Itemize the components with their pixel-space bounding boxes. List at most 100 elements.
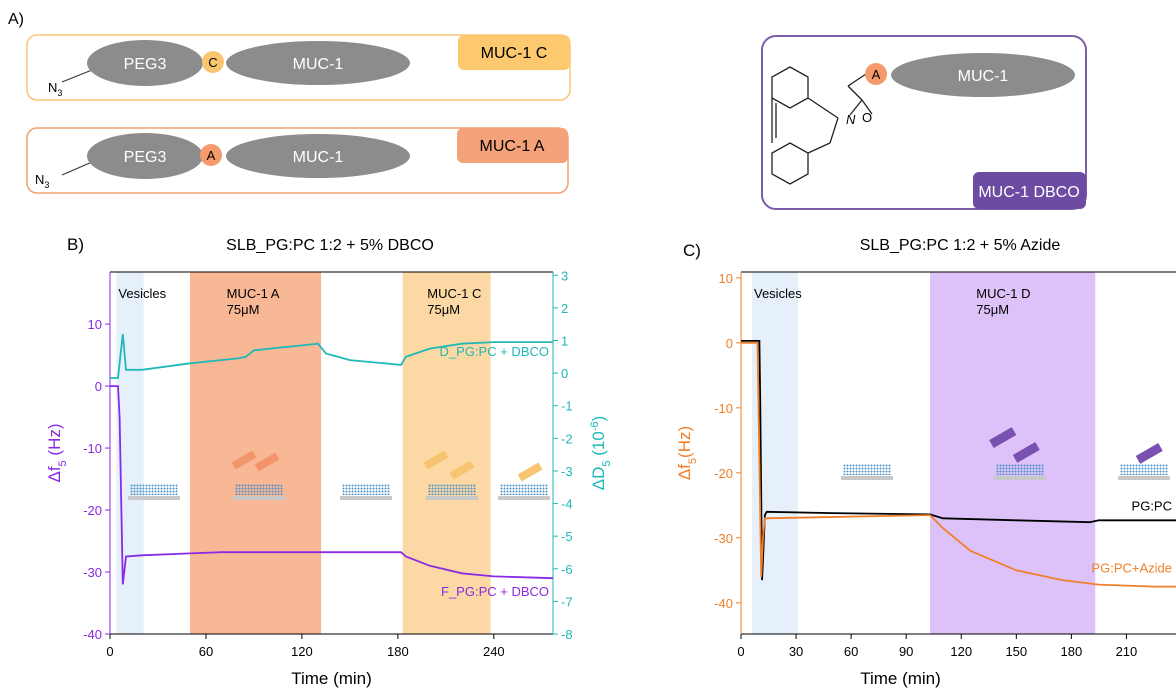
peptide-label: MUC-1 xyxy=(293,56,344,73)
membrane-icon xyxy=(498,484,550,500)
peptide-icon xyxy=(1136,443,1163,464)
region xyxy=(403,272,491,634)
region-label: 75μM xyxy=(427,302,460,317)
membrane-icon xyxy=(1118,464,1170,480)
y2-tick-label: -5 xyxy=(561,529,573,544)
peptide-label: MUC-1 xyxy=(293,149,344,166)
axis-label-part: (Hz) xyxy=(675,426,694,458)
peg-label: PEG3 xyxy=(124,149,167,166)
y-tick-label: -10 xyxy=(83,441,102,456)
y2-tick-label: -1 xyxy=(561,399,573,414)
y2-tick-label: 1 xyxy=(561,333,568,348)
chart-title: SLB_PG:PC 1:2 + 5% Azide xyxy=(860,237,1061,254)
axis-label: Δf5(Hz) xyxy=(675,426,699,480)
y2-tick-label: -8 xyxy=(561,627,573,642)
construct-name: MUC-1 A xyxy=(480,138,545,155)
construct: MUC-1 A N3 PEG3 A MUC-1 xyxy=(27,128,568,193)
x-tick-label: 120 xyxy=(950,644,972,659)
y-tick-label: -30 xyxy=(83,565,102,580)
x-tick-label: 60 xyxy=(844,644,858,659)
membrane-icon xyxy=(233,484,285,500)
y-tick-label: -20 xyxy=(83,503,102,518)
x-tick-label: 180 xyxy=(387,644,409,659)
y2-tick-label: -2 xyxy=(561,431,573,446)
y2-tick-label: 3 xyxy=(561,268,568,283)
membrane-icon xyxy=(426,484,478,500)
atom-n: N xyxy=(35,172,44,187)
construct-name: MUC-1 DBCO xyxy=(978,184,1079,201)
y-tick-label: -20 xyxy=(714,466,733,481)
panel-label: C) xyxy=(683,241,701,260)
y-tick-label: -40 xyxy=(714,596,733,611)
y2-tick-label: 0 xyxy=(561,366,568,381)
axis-label-part: ΔD xyxy=(589,467,608,491)
chart-title: SLB_PG:PC 1:2 + 5% DBCO xyxy=(226,237,434,254)
y-tick-label: 0 xyxy=(95,379,102,394)
construct-name: MUC-1 C xyxy=(481,45,548,62)
atom: N3 xyxy=(35,172,49,190)
x-tick-label: 180 xyxy=(1061,644,1083,659)
figure: A) MUC-1 C N3 PEG3 C MUC-1 MUC-1 A N3 PE… xyxy=(0,0,1176,695)
x-tick-label: 0 xyxy=(106,644,113,659)
x-tick-label: 30 xyxy=(789,644,803,659)
y-tick-label: 0 xyxy=(726,336,733,351)
construct: MUC-1 C N3 PEG3 C MUC-1 xyxy=(27,35,570,100)
membrane-icon xyxy=(128,484,180,500)
series-label: D_PG:PC + DBCO xyxy=(440,344,549,359)
x-tick-label: 150 xyxy=(1005,644,1027,659)
peptide-label: MUC-1 xyxy=(958,68,1009,85)
y2-tick-label: -6 xyxy=(561,562,573,577)
y-tick-label: 10 xyxy=(719,271,733,286)
axis-label: ΔD5 (10-6) xyxy=(589,416,613,491)
y2-tick-label: -7 xyxy=(561,594,573,609)
x-tick-label: 240 xyxy=(483,644,505,659)
region xyxy=(930,272,1095,634)
axis-label-part: Δf xyxy=(45,466,64,482)
series-label: PG:PC+Azide xyxy=(1091,561,1172,576)
membrane-icon xyxy=(841,464,893,480)
x-tick-label: 0 xyxy=(737,644,744,659)
membrane-icon xyxy=(994,464,1046,480)
y2-tick-label: -4 xyxy=(561,497,573,512)
peg-label: PEG3 xyxy=(124,56,167,73)
y-tick-label: -10 xyxy=(714,401,733,416)
axis-label-part: -6 xyxy=(589,421,601,431)
y-tick-label: -30 xyxy=(714,531,733,546)
region-label: MUC-1 D xyxy=(976,286,1030,301)
x-axis-label: Time (min) xyxy=(860,669,941,688)
y2-tick-label: 2 xyxy=(561,301,568,316)
axis-label-part: (10 xyxy=(589,431,608,460)
region-label: MUC-1 C xyxy=(427,286,481,301)
atom-n: N xyxy=(48,80,57,95)
y-tick-label: -40 xyxy=(83,627,102,642)
axis-label-part: ) xyxy=(589,416,608,422)
series-label: F_PG:PC + DBCO xyxy=(441,584,549,599)
atom: O xyxy=(862,110,872,125)
membrane-icon xyxy=(340,484,392,500)
region-label: 75μM xyxy=(227,302,260,317)
residue-label: A xyxy=(872,67,881,82)
panel-label: B) xyxy=(67,235,84,254)
x-tick-label: 60 xyxy=(199,644,213,659)
y2-tick-label: -3 xyxy=(561,464,573,479)
region xyxy=(190,272,321,634)
atom: N xyxy=(846,112,856,127)
x-tick-label: 210 xyxy=(1116,644,1138,659)
peptide-icon xyxy=(518,463,543,482)
bond xyxy=(62,162,92,175)
residue-label: C xyxy=(208,55,217,70)
y-tick-label: 10 xyxy=(88,317,102,332)
residue-label: A xyxy=(207,148,216,163)
panel-label: A) xyxy=(8,11,24,28)
region-label: 75μM xyxy=(976,302,1009,317)
x-axis-label: Time (min) xyxy=(291,669,372,688)
series-label: PG:PC xyxy=(1132,498,1172,513)
structure xyxy=(772,67,872,184)
atom: N3 xyxy=(48,80,62,98)
axis-label: Δf5 (Hz) xyxy=(45,423,69,482)
atom-sub: 3 xyxy=(44,180,49,190)
atom-sub: 3 xyxy=(57,88,62,98)
x-tick-label: 90 xyxy=(899,644,913,659)
region-label: Vesicles xyxy=(754,286,802,301)
axis-label-part: (Hz) xyxy=(45,423,64,460)
